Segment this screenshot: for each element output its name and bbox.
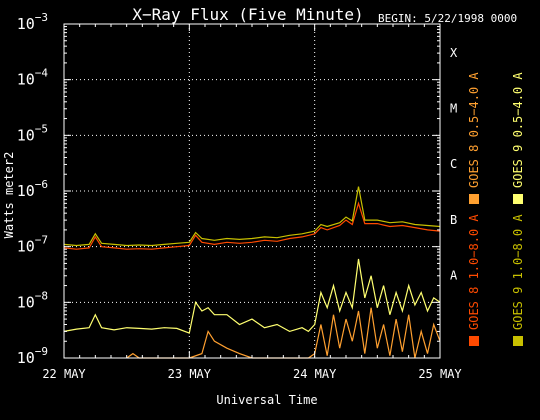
y-tick-label-0: 10−9 xyxy=(17,345,48,367)
y-tick-exp-5: −4 xyxy=(35,67,49,80)
y-tick-exp-3: −6 xyxy=(35,178,48,191)
flare-class-label-b: B xyxy=(450,213,457,227)
series-line-3 xyxy=(63,258,441,334)
legend-label-0: GOES 8 1.0−8.0 A xyxy=(467,214,481,330)
y-tick-base-1: 10 xyxy=(17,293,35,311)
y-tick-exp-6: −3 xyxy=(35,11,48,24)
legend-swatch-0 xyxy=(469,336,479,346)
x-tick-label-3: 25 MAY xyxy=(418,367,462,381)
flare-class-label-m: M xyxy=(450,102,457,116)
x-tick-label-0: 22 MAY xyxy=(42,367,86,381)
x-tick-label-2: 24 MAY xyxy=(293,367,337,381)
flare-class-label-a: A xyxy=(450,269,458,283)
y-tick-base-6: 10 xyxy=(17,15,35,33)
y-tick-label-6: 10−3 xyxy=(17,11,48,33)
legend-swatch-2 xyxy=(513,336,523,346)
legend-swatch-3 xyxy=(513,194,523,204)
x-axis-label: Universal Time xyxy=(216,393,317,407)
data-series xyxy=(63,186,441,359)
flare-class-labels: A B C M X xyxy=(450,46,458,283)
legend-swatch-1 xyxy=(469,194,479,204)
y-tick-label-4: 10−5 xyxy=(17,122,48,144)
y-tick-base-0: 10 xyxy=(17,349,35,367)
series-line-1 xyxy=(126,307,441,359)
y-tick-base-3: 10 xyxy=(17,182,35,200)
legend-label-2: GOES 9 1.0−8.0 A xyxy=(511,214,525,330)
y-axis-ticks: 10−910−810−710−610−510−410−3 xyxy=(17,11,440,367)
y-tick-base-4: 10 xyxy=(17,126,35,144)
y-tick-exp-2: −7 xyxy=(35,234,48,247)
grid-lines xyxy=(64,24,440,358)
series-line-0 xyxy=(63,201,441,250)
flare-class-label-x: X xyxy=(450,46,458,60)
begin-date-label: BEGIN: 5/22/1998 0000 xyxy=(378,12,517,25)
x-tick-label-1: 23 MAY xyxy=(168,367,212,381)
y-axis-label: Watts meter2 xyxy=(2,152,16,239)
series-line-2 xyxy=(63,186,441,247)
y-tick-base-2: 10 xyxy=(17,238,35,256)
y-tick-label-2: 10−7 xyxy=(17,234,48,256)
y-tick-exp-0: −9 xyxy=(35,345,48,358)
y-tick-label-1: 10−8 xyxy=(17,289,48,311)
y-tick-exp-4: −5 xyxy=(35,122,48,135)
y-tick-exp-1: −8 xyxy=(35,289,48,302)
flare-class-label-c: C xyxy=(450,157,457,171)
legend-label-1: GOES 8 0.5−4.0 A xyxy=(467,72,481,188)
y-tick-label-5: 10−4 xyxy=(17,67,49,89)
y-tick-label-3: 10−6 xyxy=(17,178,48,200)
legend-label-3: GOES 9 0.5−4.0 A xyxy=(511,72,525,188)
y-tick-base-5: 10 xyxy=(17,71,35,89)
legend: GOES 8 1.0−8.0 A GOES 8 0.5−4.0 A GOES 9 1… xyxy=(467,72,525,346)
x-axis-ticks: 22 MAY 23 MAY 24 MAY 25 MAY xyxy=(42,24,462,381)
chart-title: X−Ray Flux (Five Minute) xyxy=(132,5,363,24)
